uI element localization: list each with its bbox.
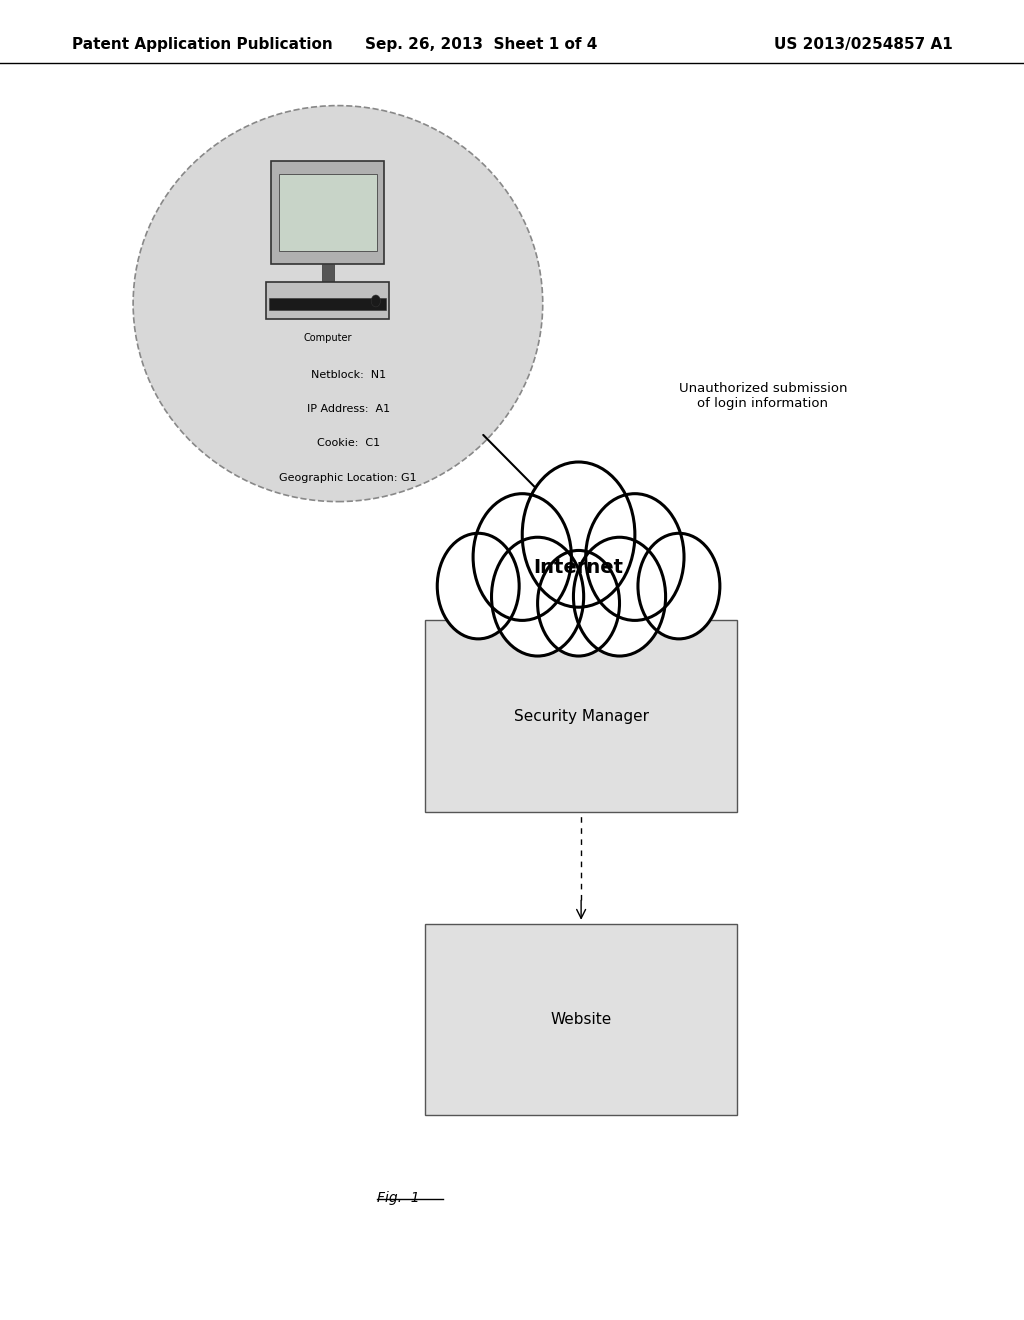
FancyBboxPatch shape — [425, 620, 737, 812]
FancyBboxPatch shape — [271, 161, 384, 264]
Text: IP Address:  A1: IP Address: A1 — [306, 404, 390, 414]
Text: Cookie:  C1: Cookie: C1 — [316, 438, 380, 449]
Text: Geographic Location: G1: Geographic Location: G1 — [280, 473, 417, 483]
FancyBboxPatch shape — [279, 174, 377, 251]
Text: Netblock:  N1: Netblock: N1 — [310, 370, 386, 380]
Text: US 2013/0254857 A1: US 2013/0254857 A1 — [773, 37, 952, 53]
Ellipse shape — [133, 106, 543, 502]
Text: Security Manager: Security Manager — [514, 709, 648, 723]
Circle shape — [638, 533, 720, 639]
Circle shape — [573, 537, 666, 656]
Text: Internet: Internet — [534, 558, 624, 577]
Text: Website: Website — [551, 1012, 611, 1027]
FancyBboxPatch shape — [425, 924, 737, 1115]
Circle shape — [586, 494, 684, 620]
Circle shape — [371, 296, 381, 308]
Circle shape — [538, 550, 620, 656]
Circle shape — [492, 537, 584, 656]
Text: Computer: Computer — [303, 333, 352, 343]
Circle shape — [473, 494, 571, 620]
FancyBboxPatch shape — [266, 282, 389, 319]
Text: Fig.  1: Fig. 1 — [377, 1191, 420, 1205]
FancyBboxPatch shape — [322, 264, 334, 282]
Text: Patent Application Publication: Patent Application Publication — [72, 37, 333, 53]
Circle shape — [522, 462, 635, 607]
Text: Sep. 26, 2013  Sheet 1 of 4: Sep. 26, 2013 Sheet 1 of 4 — [366, 37, 597, 53]
FancyBboxPatch shape — [269, 298, 386, 310]
Circle shape — [437, 533, 519, 639]
Text: Unauthorized submission
of login information: Unauthorized submission of login informa… — [679, 381, 847, 411]
